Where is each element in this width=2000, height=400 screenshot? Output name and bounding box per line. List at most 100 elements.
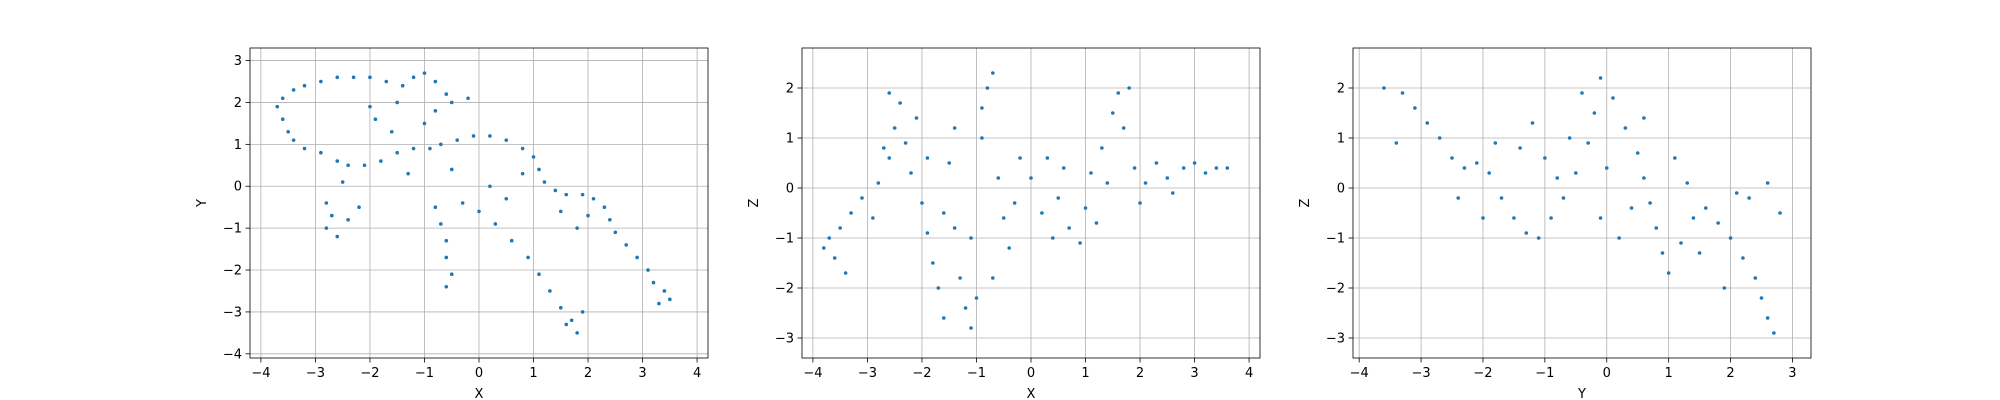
scatter-point — [520, 146, 525, 151]
scatter-point — [564, 192, 569, 197]
scatter-point — [422, 121, 427, 126]
scatter-point — [1051, 236, 1055, 240]
scatter-point — [974, 296, 979, 300]
x-tick-label: 4 — [1245, 366, 1253, 381]
scatter-point — [433, 109, 438, 113]
scatter-point — [428, 146, 432, 151]
scatter-point — [941, 316, 946, 320]
x-tick-label: −2 — [1473, 366, 1492, 381]
scatter-point — [368, 75, 372, 80]
scatter-point — [952, 226, 957, 230]
scatter-point — [1192, 161, 1197, 165]
y-tick-label: 0 — [1337, 182, 1345, 197]
scatter-point — [1143, 181, 1148, 185]
y-tick-label: 2 — [786, 82, 794, 97]
x-tick-label: 3 — [1788, 366, 1796, 381]
y-tick-label: −2 — [1326, 282, 1345, 297]
scatter-point — [1654, 226, 1659, 230]
scatter-point — [449, 272, 454, 277]
scatter-point — [548, 289, 552, 293]
scatter-point — [411, 75, 416, 80]
scatter-point — [996, 176, 1001, 180]
x-tick-label: −4 — [803, 366, 822, 381]
scatter-point — [1394, 141, 1399, 145]
scatter-point — [1154, 161, 1159, 165]
scatter-point — [373, 117, 378, 122]
x-tick-label: 2 — [1726, 366, 1734, 381]
scatter-point — [1450, 156, 1454, 160]
scatter-point — [1598, 76, 1603, 80]
scatter-point — [1716, 221, 1720, 225]
y-axis-label: Z — [747, 198, 762, 207]
y-tick-label: −3 — [223, 305, 242, 320]
y-tick-label: 1 — [786, 132, 794, 147]
scatter-point — [903, 141, 908, 145]
scatter-point — [351, 75, 356, 80]
scatter-point — [444, 92, 449, 96]
scatter-point — [651, 280, 656, 285]
scatter-point — [1094, 221, 1099, 225]
scatter-point — [362, 163, 367, 168]
scatter-point — [1078, 241, 1082, 245]
scatter-point — [1642, 176, 1646, 180]
scatter-point — [537, 272, 541, 277]
scatter-point — [1018, 156, 1022, 160]
y-tick-label: −1 — [1326, 232, 1345, 247]
scatter-point — [433, 79, 438, 84]
scatter-point — [925, 156, 930, 160]
scatter-point — [291, 88, 296, 92]
x-axis-label: X — [475, 387, 484, 400]
scatter-point — [384, 79, 389, 84]
scatter-point — [280, 117, 285, 122]
scatter-point — [395, 150, 400, 155]
scatter-point — [898, 101, 902, 105]
scatter-point — [591, 197, 596, 201]
scatter-point — [832, 256, 837, 260]
scatter-point — [1165, 176, 1170, 180]
y-axis-label: Y — [195, 199, 210, 208]
scatter-point — [520, 171, 525, 176]
scatter-point — [1170, 191, 1175, 195]
x-tick-label: −2 — [360, 366, 379, 381]
scatter-point — [969, 236, 973, 240]
scatter-point — [340, 180, 345, 184]
scatter-point — [941, 211, 946, 215]
x-tick-label: −3 — [306, 366, 325, 381]
scatter-point — [1029, 176, 1033, 180]
scatter-point — [542, 180, 547, 184]
subplot-x-vs-y: −4 −3 −2 −1 0 1 2 3 4 −4 −3 −2 −1 0 1 2 3 X Y — [195, 47, 709, 400]
scatter-point — [657, 301, 661, 306]
y-tick-label: 3 — [234, 54, 242, 69]
subplot-x-vs-z: −4 −3 −2 −1 0 1 2 3 4 −3 −2 −1 0 1 2 X Z — [747, 47, 1261, 400]
scatter-point — [504, 197, 509, 201]
scatter-point — [871, 216, 875, 220]
scatter-point — [931, 261, 935, 265]
scatter-point — [280, 96, 285, 101]
scatter-point — [1728, 236, 1733, 240]
scatter-point — [952, 126, 957, 130]
y-tick-label: −1 — [223, 222, 242, 237]
scatter-point — [662, 289, 667, 293]
scatter-point — [1132, 166, 1137, 170]
scatter-point — [947, 161, 952, 165]
scatter-point — [471, 134, 476, 138]
scatter-point — [1543, 156, 1547, 160]
scatter-point — [319, 79, 323, 84]
y-tick-label: −3 — [775, 332, 794, 347]
y-tick-label: 1 — [1337, 132, 1345, 147]
scatter-point — [881, 146, 886, 150]
scatter-point — [1061, 166, 1066, 170]
scatter-point — [969, 326, 973, 330]
scatter-point — [1413, 106, 1417, 110]
scatter-point — [449, 167, 454, 172]
scatter-point — [444, 284, 449, 289]
y-tick-label: 0 — [786, 182, 794, 197]
scatter-point — [920, 201, 924, 205]
scatter-point — [991, 276, 995, 280]
y-axis-label: Z — [1298, 198, 1313, 207]
scatter-point — [324, 201, 329, 205]
y-tick-label: −4 — [223, 347, 242, 362]
scatter-point — [575, 331, 579, 335]
scatter-point — [1574, 171, 1578, 175]
scatter-point — [1138, 201, 1142, 205]
